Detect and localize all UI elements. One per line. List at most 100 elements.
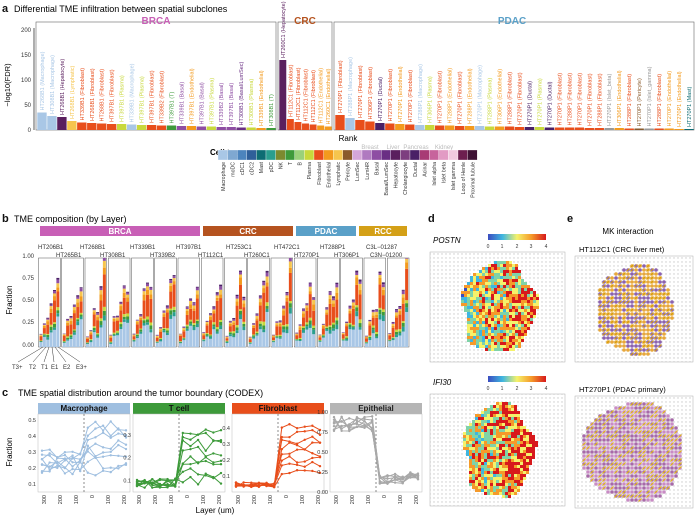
mk-spot (626, 458, 630, 462)
spot (481, 465, 484, 468)
spot (500, 264, 503, 267)
c-point (135, 478, 139, 482)
c-point (63, 451, 67, 454)
stack-segment (395, 334, 398, 338)
c-point (117, 443, 120, 447)
stack-segment (69, 320, 73, 325)
spot (503, 336, 506, 339)
mk-arrow (610, 316, 614, 320)
sample-label: HT339B1 (130, 245, 156, 251)
mk-spot (606, 470, 610, 474)
spot (494, 297, 497, 300)
spot (476, 288, 479, 291)
spot (496, 447, 499, 450)
spot (475, 447, 478, 450)
mk-spot (626, 454, 630, 458)
stack-segment (228, 332, 232, 335)
c-ytick: 0.3 (123, 433, 131, 439)
c-point (280, 472, 284, 476)
spot (488, 309, 491, 312)
stack-segment (109, 341, 113, 343)
spot (500, 297, 503, 300)
stack-segment (53, 293, 56, 297)
stack-segment (405, 311, 409, 347)
spot (487, 441, 490, 444)
spot (524, 315, 527, 318)
stack-segment (202, 334, 206, 336)
spot (488, 273, 491, 276)
spot (467, 282, 470, 285)
spot (478, 480, 481, 483)
mk-arrow (606, 466, 610, 470)
stack-segment (255, 333, 259, 335)
colorbar-ticks-postn: 0 1 2 3 4 (487, 244, 548, 250)
stack-segment (288, 307, 292, 314)
stack-segment (89, 330, 93, 332)
legend-label: NK (278, 161, 284, 169)
mk-arrow (646, 292, 650, 296)
mk-arrow (650, 272, 654, 276)
spot (497, 336, 500, 339)
stack-segment (53, 290, 56, 292)
spot (518, 276, 521, 279)
spot (478, 432, 481, 435)
mk-spot (602, 462, 606, 466)
stack-segment (165, 306, 169, 309)
spot (500, 333, 503, 336)
stack-segment (96, 335, 100, 338)
c-point (212, 463, 215, 466)
mk-spot (654, 434, 658, 438)
stack-segment (219, 284, 223, 287)
spot (494, 327, 497, 330)
mk-spot (638, 446, 642, 450)
mk-spot (646, 296, 650, 300)
spot (503, 309, 506, 312)
spot (524, 285, 527, 288)
stack-segment (345, 337, 349, 339)
stack-segment (215, 327, 219, 330)
stack-segment (375, 309, 379, 312)
spot (508, 456, 511, 459)
panel-a: a Differential TME infiltration between … (2, 1, 695, 198)
bar-a (484, 126, 495, 130)
stack-segment (165, 332, 169, 336)
spot (515, 270, 518, 273)
c-point (288, 462, 291, 465)
mk-arrow (634, 482, 638, 486)
stack-segment (302, 328, 305, 330)
spot (493, 414, 496, 417)
c-point (109, 450, 112, 454)
bar-a (57, 117, 67, 130)
bar-a (474, 126, 485, 130)
stack-segment (312, 325, 316, 328)
c-point (280, 447, 284, 451)
stack-segment (172, 275, 176, 277)
stack-segment (159, 330, 163, 332)
mk-spot (670, 300, 674, 304)
stack-segment (375, 333, 379, 337)
c-point (219, 459, 223, 463)
spot (506, 300, 509, 303)
mk-spot (662, 450, 666, 454)
spot (512, 345, 515, 348)
stack-segment (262, 325, 266, 330)
c-point (71, 467, 74, 471)
spot (517, 444, 520, 447)
mk-spot (582, 434, 586, 438)
spot (482, 318, 485, 321)
mk-arrow (638, 450, 642, 454)
mk-arrow (650, 414, 654, 418)
spot (502, 480, 505, 483)
stack-segment (135, 324, 139, 334)
stack-segment (112, 318, 116, 322)
c-point (101, 467, 105, 470)
mk-arrow (646, 344, 650, 348)
c-point (303, 425, 306, 428)
spot (500, 309, 503, 312)
spot (470, 309, 473, 312)
bar-a (226, 127, 236, 130)
spot (508, 402, 511, 405)
stack-segment (295, 335, 299, 339)
mk-arrow (630, 478, 634, 482)
mk-arrow (666, 442, 670, 446)
